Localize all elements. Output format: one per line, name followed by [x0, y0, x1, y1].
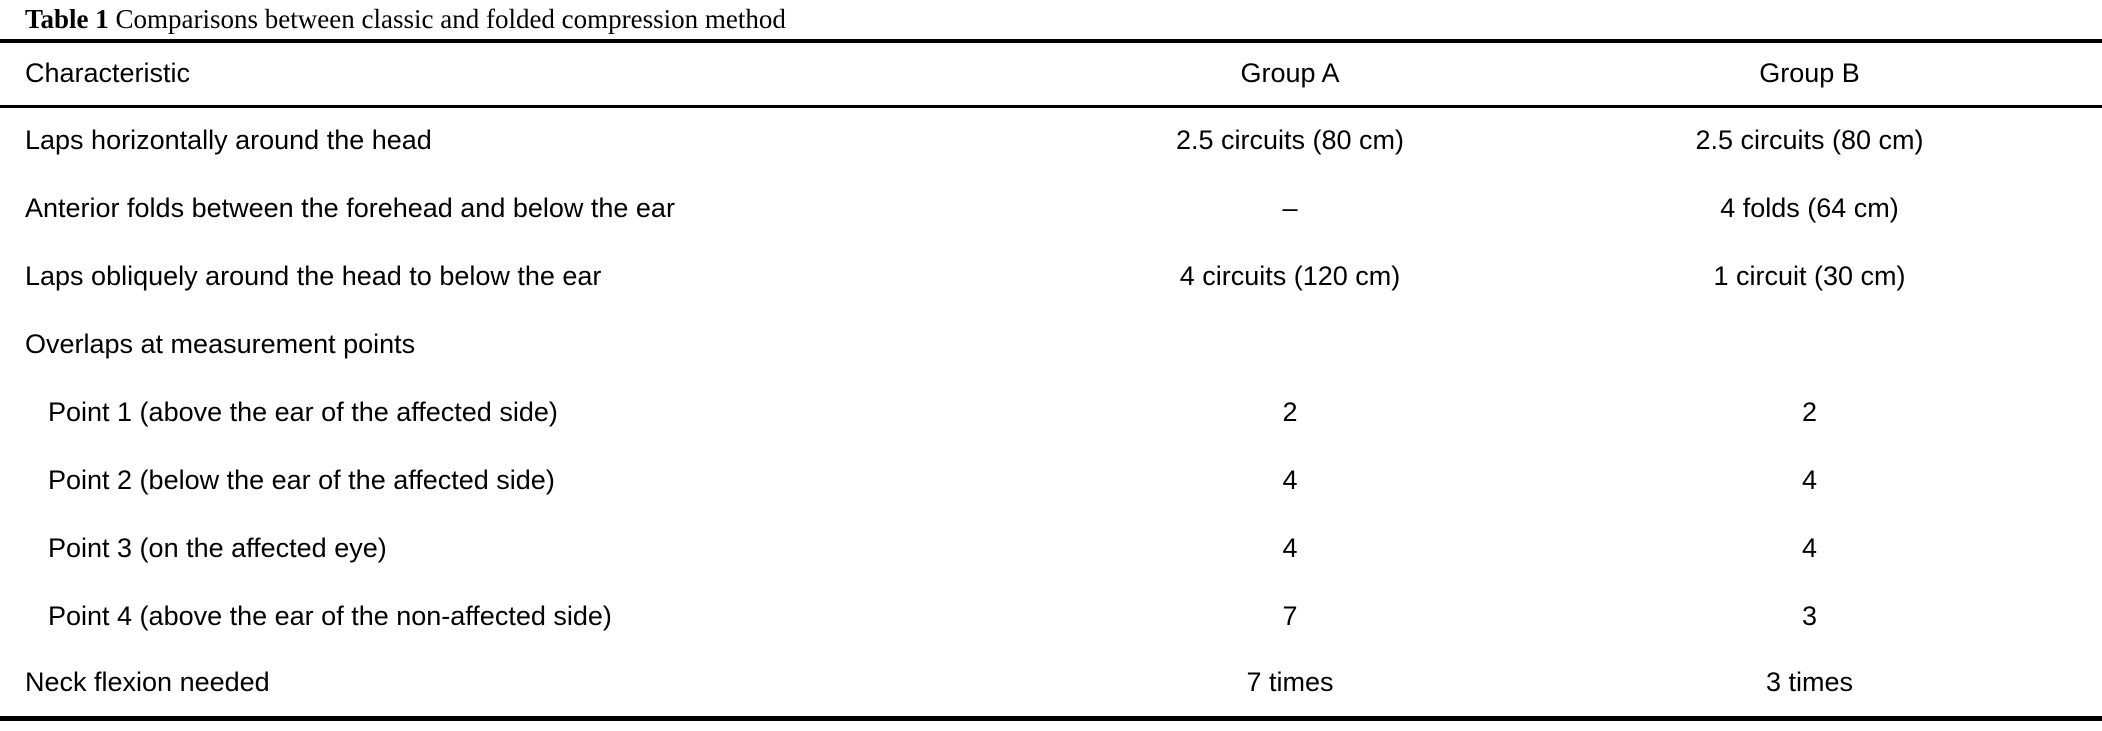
header-row: Characteristic Group A Group B	[0, 41, 2102, 108]
table-row: Point 2 (below the ear of the affected s…	[0, 446, 2102, 514]
column-header-group-a: Group A	[1045, 41, 1535, 108]
column-header-group-b: Group B	[1535, 41, 2102, 108]
row-label: Overlaps at measurement points	[25, 328, 416, 359]
table-header: Characteristic Group A Group B	[0, 41, 2102, 108]
group-a-value	[1045, 310, 1535, 378]
group-b-value: 2	[1801, 396, 1818, 427]
group-a-value: 2	[1282, 396, 1298, 427]
table-row: Point 3 (on the affected eye) 4 4	[0, 514, 2102, 582]
group-a-value: 7 times	[1246, 667, 1334, 698]
table-row: Point 1 (above the ear of the affected s…	[0, 378, 2102, 446]
table-row: Anterior folds between the forehead and …	[0, 174, 2102, 242]
row-label: Point 2 (below the ear of the affected s…	[48, 464, 555, 495]
group-b-value: 1 circuit (30 cm)	[1713, 260, 1906, 291]
row-label: Point 4 (above the ear of the non-affect…	[48, 600, 612, 631]
group-b-value: 2.5 circuits (80 cm)	[1695, 125, 1924, 156]
group-a-value: –	[1282, 192, 1298, 223]
group-b-value	[1535, 310, 2102, 378]
table-row: Neck flexion needed 7 times 3 times	[0, 650, 2102, 718]
row-label: Laps horizontally around the head	[25, 125, 432, 156]
table-number-label: Table 1	[25, 4, 109, 34]
group-a-value: 4	[1282, 532, 1298, 563]
table-caption-text: Comparisons between classic and folded c…	[108, 4, 786, 34]
group-a-value: 4	[1282, 464, 1298, 495]
group-b-value: 4	[1801, 464, 1818, 495]
group-b-value: 4	[1801, 532, 1818, 563]
row-label: Point 3 (on the affected eye)	[48, 532, 387, 563]
table-row: Laps obliquely around the head to below …	[0, 242, 2102, 310]
group-b-value: 4 folds (64 cm)	[1720, 192, 1899, 223]
row-label: Point 1 (above the ear of the affected s…	[48, 396, 558, 427]
table-body: Laps horizontally around the head 2.5 cir…	[0, 106, 2102, 718]
group-b-value: 3 times	[1765, 667, 1854, 698]
column-header-characteristic: Characteristic	[0, 41, 1045, 108]
group-b-value: 3	[1801, 600, 1818, 631]
row-label: Anterior folds between the forehead and …	[25, 192, 675, 223]
comparison-table: Characteristic Group A Group B Laps hori…	[0, 39, 2102, 721]
table-row: Laps horizontally around the head 2.5 cir…	[0, 106, 2102, 174]
row-label: Laps obliquely around the head to below …	[25, 260, 602, 291]
table-caption: Table 1 Comparisons between classic and …	[0, 0, 2102, 39]
row-label: Neck flexion needed	[25, 667, 270, 698]
table-row: Overlaps at measurement points	[0, 310, 2102, 378]
table-row: Point 4 (above the ear of the non-affect…	[0, 582, 2102, 650]
group-a-value: 2.5 circuits (80 cm)	[1175, 125, 1405, 156]
group-a-value: 4 circuits (120 cm)	[1179, 260, 1401, 291]
group-a-value: 7	[1282, 600, 1298, 631]
